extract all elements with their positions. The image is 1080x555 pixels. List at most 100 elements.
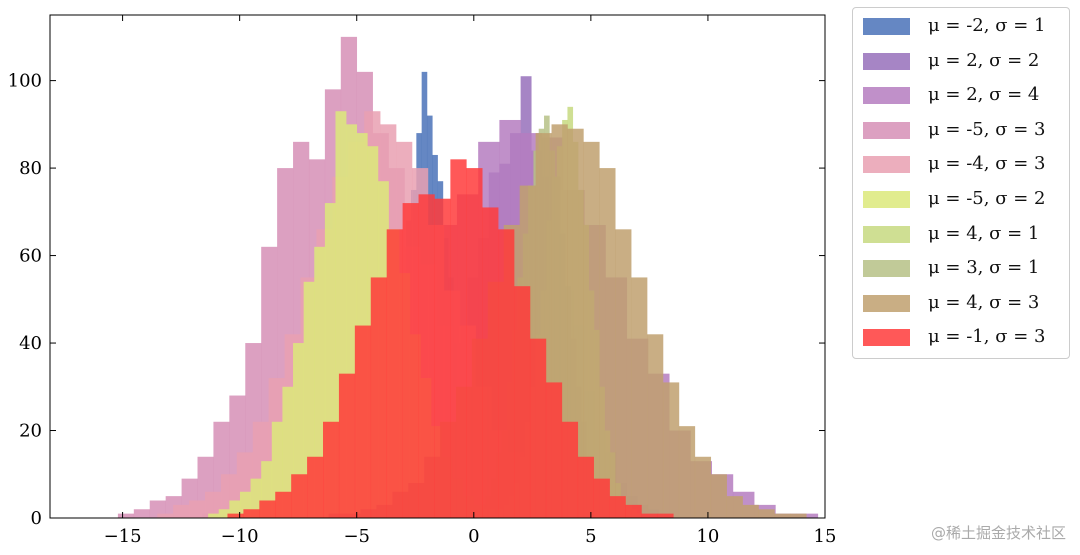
histogram-bar: [275, 491, 292, 518]
legend-item: μ = 4, σ = 1: [863, 222, 1069, 259]
x-tick-label: −15: [104, 526, 142, 547]
histogram-bar: [293, 343, 304, 518]
legend-patch: [863, 18, 910, 35]
histogram-bar: [774, 513, 791, 518]
bars-layer: [117, 36, 819, 519]
legend: μ = -2, σ = 1 μ = 2, σ = 2 μ = 2, σ = 4 μ =…: [852, 7, 1070, 359]
legend-label: μ = 3, σ = 1: [928, 257, 1040, 279]
x-tick-label: 0: [468, 526, 479, 547]
histogram-bar: [418, 194, 435, 518]
legend-label: μ = -5, σ = 3: [928, 118, 1046, 140]
plot-frame: [49, 14, 826, 519]
x-tick-label: 15: [814, 526, 837, 547]
legend-item: μ = -2, σ = 1: [863, 16, 1069, 51]
histogram-bar: [466, 168, 483, 518]
legend-label: μ = -1, σ = 3: [928, 326, 1046, 348]
y-tick-label: 80: [19, 158, 42, 179]
histogram-bar: [250, 478, 262, 518]
histogram-bar: [514, 286, 531, 518]
histogram-bar: [314, 246, 326, 519]
histogram-bar: [631, 277, 648, 518]
histogram-bar: [615, 229, 632, 519]
legend-patch: [863, 121, 910, 139]
legend-label: μ = 2, σ = 4: [928, 84, 1040, 106]
histogram-bar: [303, 281, 315, 518]
histogram-bar: [742, 504, 759, 518]
y-tick-label: 100: [8, 71, 42, 92]
legend-item: μ = 4, σ = 3: [863, 291, 1069, 328]
histogram-bar: [625, 504, 642, 518]
histogram-bar: [402, 203, 419, 519]
histogram-bar: [593, 478, 610, 518]
series-9: [227, 159, 674, 519]
histogram-bar: [678, 426, 696, 518]
legend-item: μ = -1, σ = 3: [863, 327, 1069, 362]
x-tick-label: −5: [343, 526, 370, 547]
histogram-bar: [346, 124, 358, 518]
histogram-bar: [354, 325, 372, 518]
histogram-bar: [790, 513, 807, 518]
histogram-bar: [450, 159, 467, 519]
histogram-bar: [482, 207, 499, 518]
legend-label: μ = -2, σ = 1: [928, 15, 1046, 36]
histogram-bar: [758, 509, 775, 518]
histogram-bar: [609, 496, 626, 518]
histogram-bar: [323, 421, 340, 518]
histogram-bar: [218, 509, 230, 518]
histogram-bar: [577, 456, 594, 518]
histogram-bar: [662, 382, 680, 518]
histogram-bar: [545, 382, 563, 518]
histogram-bar: [641, 513, 658, 518]
histogram-bar: [561, 421, 579, 518]
histogram-bar: [229, 500, 241, 518]
legend-label: μ = 4, σ = 1: [928, 222, 1040, 244]
histogram-bar: [567, 128, 584, 518]
histogram-bar: [583, 141, 600, 518]
legend-patch: [863, 156, 910, 174]
legend-item: μ = -4, σ = 3: [863, 154, 1069, 189]
histogram-bar: [307, 456, 324, 518]
legend-label: μ = -4, σ = 3: [928, 153, 1046, 175]
legend-patch: [863, 260, 910, 278]
y-tick-label: 40: [19, 333, 42, 354]
histogram-bar: [434, 198, 451, 518]
legend-patch: [863, 225, 910, 243]
legend-item: μ = -5, σ = 3: [863, 118, 1069, 155]
histogram-bar: [261, 461, 273, 518]
histogram-bar: [117, 513, 135, 518]
histogram-bar: [157, 513, 174, 518]
x-tick-label: 5: [585, 526, 596, 547]
legend-label: μ = 4, σ = 3: [928, 291, 1040, 313]
legend-item: μ = 3, σ = 1: [863, 258, 1069, 293]
histogram-bar: [324, 203, 336, 519]
histogram-bar: [657, 513, 674, 518]
histogram-bar: [529, 338, 547, 518]
histogram-bar: [173, 504, 190, 518]
histogram-bar: [271, 421, 283, 518]
histogram-bar: [710, 474, 727, 518]
axes-layer: −15 −10 −5 0 5 10 15 0 20 40 60 80 100: [8, 15, 837, 547]
legend-item: μ = -5, σ = 2: [863, 188, 1069, 224]
watermark: @稀土掘金技术社区: [930, 524, 1066, 542]
y-tick-label: 60: [19, 246, 42, 267]
legend-label: μ = 2, σ = 2: [928, 49, 1040, 71]
histogram-bar: [243, 509, 260, 518]
legend-patch: [863, 294, 910, 312]
histogram-bar: [335, 111, 347, 519]
histogram-bar: [259, 500, 276, 518]
histogram-bar: [205, 491, 222, 518]
histogram-bar: [694, 456, 712, 518]
histogram-bar: [498, 229, 515, 519]
histogram-bar: [291, 474, 308, 518]
histogram-bar: [227, 513, 244, 518]
histogram-bar: [133, 509, 151, 518]
legend-item: μ = 2, σ = 2: [863, 49, 1069, 86]
y-tick-label: 20: [19, 421, 42, 442]
y-tick-label: 0: [31, 508, 42, 529]
histogram-bar: [599, 168, 616, 518]
histogram-bar: [370, 277, 387, 518]
x-tick-label: 10: [696, 526, 719, 547]
histogram-bar: [282, 386, 294, 518]
histogram-bar: [239, 491, 251, 518]
legend-patch: [863, 87, 910, 105]
